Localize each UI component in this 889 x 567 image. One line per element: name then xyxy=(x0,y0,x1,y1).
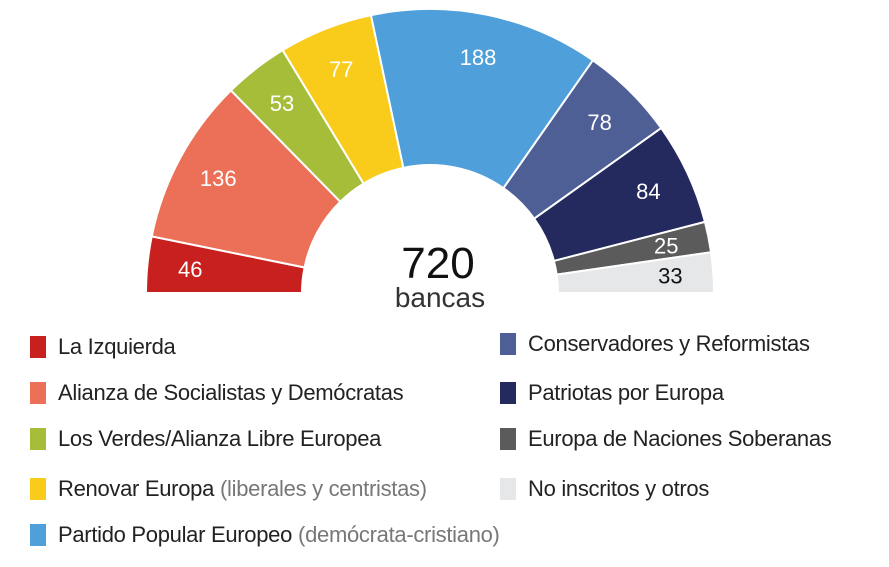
segment-value-label: 33 xyxy=(658,264,682,289)
legend-swatch xyxy=(30,428,46,450)
legend-item: No inscritos y otros xyxy=(500,476,709,502)
legend-item: La Izquierda xyxy=(30,334,176,360)
legend-item: Los Verdes/Alianza Libre Europea xyxy=(30,426,381,452)
segment-value-label: 77 xyxy=(329,57,353,82)
segment-4 xyxy=(369,8,595,190)
segment-value-label: 84 xyxy=(636,179,660,204)
legend-label: Patriotas por Europa xyxy=(528,380,724,405)
legend-item: Europa de Naciones Soberanas xyxy=(500,426,832,452)
legend-item: Patriotas por Europa xyxy=(500,380,724,406)
legend-label: Conservadores y Reformistas xyxy=(528,331,810,356)
segment-value-label: 188 xyxy=(460,45,497,70)
legend-label: Partido Popular Europeo xyxy=(58,522,293,547)
legend-label: Alianza de Socialistas y Demócratas xyxy=(58,380,404,405)
legend-swatch xyxy=(30,382,46,404)
legend-label: Europa de Naciones Soberanas xyxy=(528,426,832,451)
legend-item: Renovar Europa (liberales y centristas) xyxy=(30,476,427,502)
legend-item: Conservadores y Reformistas xyxy=(500,331,810,357)
legend-label: Renovar Europa xyxy=(58,476,215,501)
segment-value-label: 78 xyxy=(587,110,611,135)
legend-swatch xyxy=(500,333,516,355)
segment-8 xyxy=(555,251,716,294)
legend-swatch xyxy=(500,428,516,450)
parliament-chart: 46 136 53 77 188 78 84 25 33 720 bancas xyxy=(144,8,716,313)
legend-item: Alianza de Socialistas y Demócratas xyxy=(30,380,404,406)
total-seats: 720 xyxy=(401,239,474,288)
legend-note: (demócrata-cristiano) xyxy=(298,522,500,547)
segment-value-label: 136 xyxy=(200,166,237,191)
legend-swatch xyxy=(500,478,516,500)
legend-swatch xyxy=(30,336,46,358)
legend-note: (liberales y centristas) xyxy=(220,476,427,501)
legend-swatch xyxy=(500,382,516,404)
legend-label: No inscritos y otros xyxy=(528,476,710,501)
segment-value-label: 53 xyxy=(270,91,294,116)
legend-label: La Izquierda xyxy=(58,334,176,359)
legend-swatch xyxy=(30,524,46,546)
segment-value-label: 25 xyxy=(654,233,678,258)
total-seats-label: bancas xyxy=(395,282,485,313)
legend-item: Partido Popular Europeo (demócrata-cristi… xyxy=(30,522,500,548)
legend-swatch xyxy=(30,478,46,500)
segment-value-label: 46 xyxy=(178,257,202,282)
legend-label: Los Verdes/Alianza Libre Europea xyxy=(58,426,382,451)
